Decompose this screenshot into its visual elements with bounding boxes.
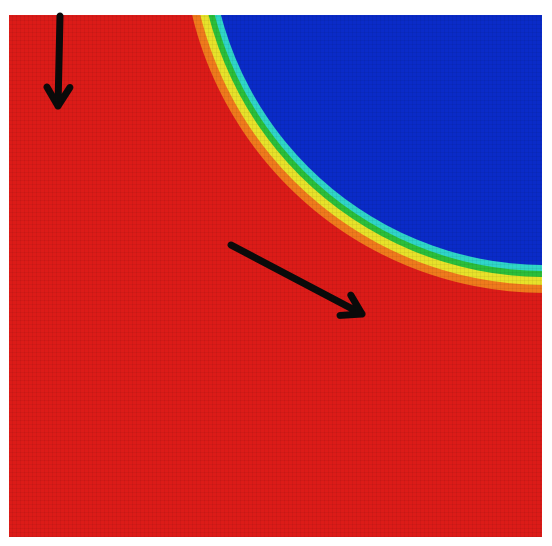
diagonal-flow-arrow	[227, 241, 366, 319]
arrow-shaft	[54, 12, 64, 110]
arrow-head	[347, 291, 366, 318]
grid-texture-overlay	[9, 15, 542, 537]
arrow-head	[54, 84, 74, 110]
downward-flow-arrow	[43, 12, 74, 110]
plot-area	[9, 15, 542, 537]
arrow-shaft	[227, 241, 366, 318]
